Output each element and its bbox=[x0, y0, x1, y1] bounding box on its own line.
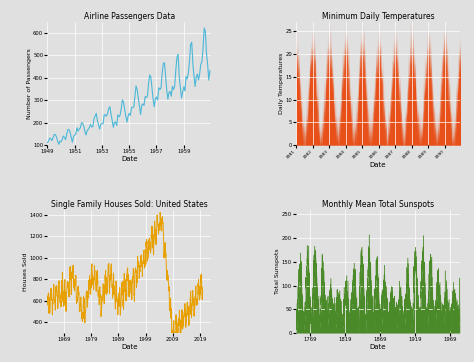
Y-axis label: Total Sunspots: Total Sunspots bbox=[275, 248, 281, 294]
Y-axis label: Houses Sold: Houses Sold bbox=[23, 252, 28, 291]
Title: Minimum Daily Temperatures: Minimum Daily Temperatures bbox=[322, 12, 434, 21]
Title: Airline Passengers Data: Airline Passengers Data bbox=[83, 12, 175, 21]
X-axis label: Date: Date bbox=[370, 344, 386, 350]
Y-axis label: Daily Temperatures: Daily Temperatures bbox=[279, 53, 284, 114]
X-axis label: Date: Date bbox=[370, 161, 386, 168]
Title: Monthly Mean Total Sunspots: Monthly Mean Total Sunspots bbox=[322, 200, 434, 209]
Title: Single Family Houses Sold: United States: Single Family Houses Sold: United States bbox=[51, 200, 208, 209]
X-axis label: Date: Date bbox=[121, 156, 137, 162]
X-axis label: Date: Date bbox=[121, 344, 137, 350]
Y-axis label: Number of Passengers: Number of Passengers bbox=[27, 48, 32, 119]
